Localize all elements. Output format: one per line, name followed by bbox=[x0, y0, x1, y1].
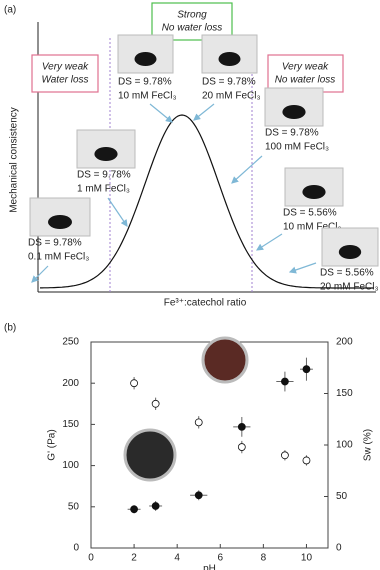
x-tick-label: 10 bbox=[301, 553, 313, 564]
gel bbox=[218, 52, 241, 66]
x-tick-label: 0 bbox=[88, 553, 94, 564]
box bbox=[31, 54, 99, 93]
sample-text: DS = 9.78% bbox=[202, 77, 256, 88]
y2-tick-label: 100 bbox=[336, 440, 353, 451]
point bbox=[281, 451, 289, 460]
gel bbox=[282, 105, 306, 119]
point bbox=[194, 491, 203, 500]
panel-label: (b) bbox=[4, 323, 16, 334]
y2-tick-label: 0 bbox=[336, 543, 342, 554]
point bbox=[130, 505, 138, 514]
y-tick-label: 150 bbox=[62, 419, 79, 430]
sample-text: 0.1 mM FeCl₃ bbox=[28, 252, 89, 263]
y-tick-label: 100 bbox=[62, 460, 79, 471]
sample-text: DS = 5.56% bbox=[283, 208, 337, 219]
gel bbox=[94, 147, 118, 161]
box-text: Strong bbox=[177, 10, 207, 21]
box-text: No water loss bbox=[162, 23, 223, 34]
box-text: Very weak bbox=[42, 62, 89, 73]
point bbox=[281, 377, 289, 386]
y-axis-label: G' (Pa) bbox=[47, 429, 58, 460]
arrow bbox=[193, 103, 215, 121]
sample-text: 100 mM FeCl₃ bbox=[265, 142, 329, 153]
y2-tick-label: 200 bbox=[336, 337, 353, 348]
arrow bbox=[149, 103, 173, 123]
gel bbox=[48, 215, 72, 229]
sample-text: 20 mM FeCl₃ bbox=[202, 91, 261, 102]
x-axis-label: pH bbox=[203, 564, 216, 570]
inset-photo bbox=[201, 336, 249, 384]
curve bbox=[40, 114, 374, 289]
sample-text: 10 mM FeCl₃ bbox=[118, 91, 177, 102]
point bbox=[194, 418, 203, 427]
arrow bbox=[107, 197, 128, 227]
point bbox=[151, 502, 160, 510]
point bbox=[237, 422, 246, 431]
x-tick-label: 4 bbox=[174, 553, 180, 564]
point bbox=[302, 365, 311, 374]
point bbox=[302, 456, 311, 465]
y-tick-label: 250 bbox=[62, 337, 79, 348]
gel bbox=[134, 52, 157, 66]
gel bbox=[302, 185, 326, 199]
x-tick-label: 2 bbox=[131, 553, 137, 564]
box-text: Water loss bbox=[41, 75, 88, 86]
gel bbox=[338, 245, 362, 259]
y-axis-label: Mechanical consistency bbox=[9, 107, 20, 213]
y2-tick-label: 150 bbox=[336, 388, 353, 399]
box bbox=[267, 54, 344, 93]
point bbox=[130, 379, 138, 388]
y-tick-label: 200 bbox=[62, 378, 79, 389]
arrow bbox=[31, 265, 49, 283]
sample-text: DS = 5.56% bbox=[320, 268, 374, 279]
sample-text: DS = 9.78% bbox=[118, 77, 172, 88]
inset-photo bbox=[123, 428, 177, 482]
arrow bbox=[288, 262, 317, 274]
box-text: Very weak bbox=[282, 62, 329, 73]
point bbox=[151, 399, 160, 408]
point bbox=[237, 443, 246, 451]
x-tick-label: 8 bbox=[261, 553, 267, 564]
panel-label: (a) bbox=[4, 5, 16, 16]
y2-axis-label: Sw (%) bbox=[363, 429, 374, 461]
sample-text: DS = 9.78% bbox=[28, 238, 82, 249]
sample-text: 1 mM FeCl₃ bbox=[77, 184, 130, 195]
x-tick-label: 6 bbox=[217, 553, 223, 564]
box-text: No water loss bbox=[275, 75, 336, 86]
arrow bbox=[255, 233, 283, 251]
y-tick-label: 50 bbox=[68, 501, 80, 512]
arrow bbox=[231, 155, 263, 184]
y-tick-label: 0 bbox=[73, 543, 79, 554]
x-axis-label: Fe³⁺:catechol ratio bbox=[164, 298, 247, 309]
sample-text: DS = 9.78% bbox=[77, 170, 131, 181]
sample-text: DS = 9.78% bbox=[265, 128, 319, 139]
sample-text: 10 mM FeCl₃ bbox=[283, 222, 342, 233]
sample-text: 20 mM FeCl₃ bbox=[320, 282, 379, 293]
box bbox=[151, 2, 233, 41]
y2-tick-label: 50 bbox=[336, 491, 348, 502]
